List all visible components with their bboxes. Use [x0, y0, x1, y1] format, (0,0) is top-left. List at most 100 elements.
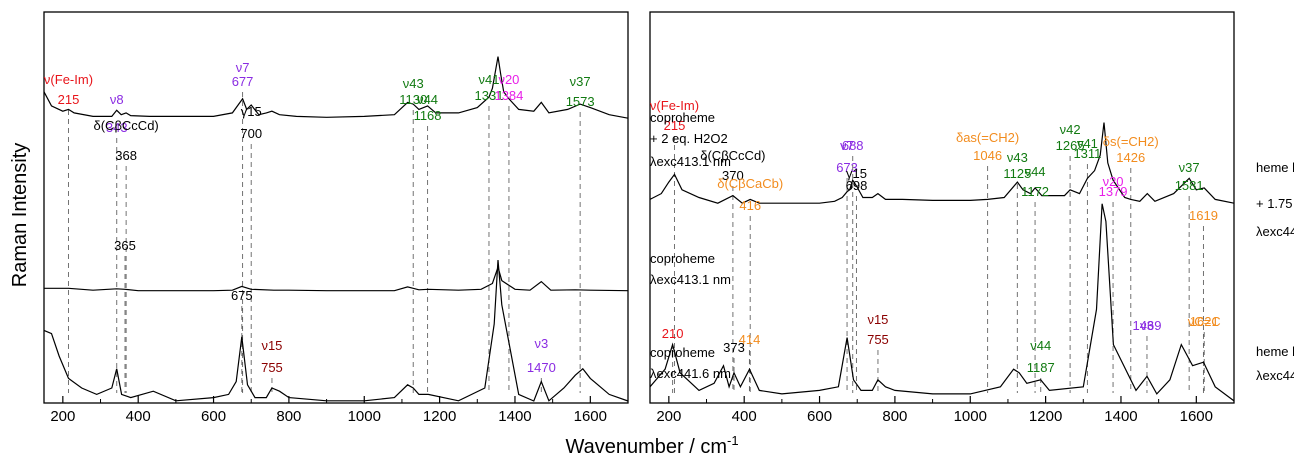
- x-tick-label: 1000: [954, 408, 987, 425]
- plot-frame: [649, 11, 1235, 404]
- peak-annotation-value: 700: [240, 126, 262, 141]
- peak-annotation-value: 1046: [973, 148, 1002, 163]
- series-label: + 2 eq. H2O2: [650, 131, 728, 146]
- peak-annotation-value: 1311: [1073, 146, 1101, 161]
- series-label: heme b: [1256, 344, 1294, 359]
- peak-annotation-name: ν20: [1103, 174, 1124, 189]
- x-tick-label: 1600: [574, 408, 607, 425]
- peak-annotation-value: 215: [664, 118, 686, 133]
- peak-annotation-name: ν41: [478, 72, 499, 87]
- peak-annotation-value: 373: [723, 340, 745, 355]
- peak-annotation-value: 1581: [1175, 178, 1204, 193]
- peak-annotation-value: 1573: [566, 94, 595, 109]
- spectrum-line: [649, 203, 1235, 402]
- peak-annotation-value: 1130: [399, 92, 427, 107]
- peak-annotation-value: 1172: [1021, 184, 1049, 199]
- series-label: + 1.75 eq.H2O2: [1256, 196, 1294, 211]
- y-axis-label: Raman Intensity: [9, 143, 31, 288]
- peak-annotation-name: δas(=CH2): [956, 130, 1019, 145]
- peak-annotation-value: 1384: [494, 88, 523, 103]
- spectrum-line: [43, 56, 629, 119]
- peak-annotation-name: ν43: [403, 76, 424, 91]
- x-tick-label: 1400: [1104, 408, 1137, 425]
- peak-annotation-value: 1379: [1099, 184, 1128, 199]
- x-tick-label: 200: [50, 408, 75, 425]
- series-label: coproheme: [650, 110, 715, 125]
- peak-annotation-name: ν43: [1007, 150, 1028, 165]
- series-label: λexc413.1 nm: [650, 272, 731, 287]
- peak-annotation-value: 365: [114, 238, 136, 253]
- peak-annotation-name: ν41: [1077, 136, 1098, 151]
- x-tick-label: 1000: [348, 408, 381, 425]
- x-tick-label: 1200: [1029, 408, 1062, 425]
- peak-annotation-name: ν3: [1140, 318, 1154, 333]
- peak-annotation-value: 1331: [475, 88, 504, 103]
- peak-annotation-name: ν(Fe-Im): [650, 98, 699, 113]
- peak-annotation-name: ν44: [1030, 338, 1051, 353]
- peak-annotation-name: ν3: [534, 336, 548, 351]
- panel-left: 200 400 600 800 1000 1200 1400 1600 ν(Fe-Im) 215 ν…: [43, 11, 629, 425]
- peak-annotation-name: δs(=CH2): [1103, 134, 1159, 149]
- peak-annotation-name: δ(CβCcCd): [700, 148, 765, 163]
- peak-annotation-name: ν(Fe-Im): [44, 72, 93, 87]
- peak-annotation-name: ν7: [840, 138, 854, 153]
- series-label: coproheme: [650, 251, 715, 266]
- x-tick-label: 600: [201, 408, 226, 425]
- peak-annotation-name: ν44: [1025, 164, 1046, 179]
- peak-annotation-value: 1469: [1133, 318, 1162, 333]
- series-label: λexc441.6 nm: [1256, 224, 1294, 239]
- series-label: coproheme: [650, 345, 715, 360]
- peak-annotation-value: 1265: [1056, 138, 1085, 153]
- peak-annotation-name: ν15: [261, 338, 282, 353]
- peak-annotation-value: 1619: [1189, 208, 1218, 223]
- peak-annotation-name: ν15: [867, 312, 888, 327]
- peak-annotation-value: 1621: [1190, 314, 1219, 329]
- x-tick-label: 1600: [1180, 408, 1213, 425]
- panel-right: 200 400 600 800 1000 1200 1400 1600 ν(Fe-Im) 215 δ…: [649, 11, 1235, 425]
- x-tick-label: 1200: [423, 408, 456, 425]
- peak-annotation-name: ν7: [236, 60, 250, 75]
- peak-annotation-value: 370: [722, 168, 744, 183]
- series-label: λexc441.6 nm: [1256, 368, 1294, 383]
- peak-annotation-value: 210: [662, 326, 684, 341]
- x-tick-label: 800: [276, 408, 301, 425]
- peak-annotation-name: ν42: [1060, 122, 1081, 137]
- peak-annotation-name: δ(CβCcCd): [93, 118, 158, 133]
- peak-annotation-name: γ15: [846, 166, 867, 181]
- peak-annotation-name: γ15: [241, 104, 262, 119]
- peak-annotation-value: 698: [846, 178, 868, 193]
- x-tick-label: 400: [126, 408, 151, 425]
- peak-annotation-value: 343: [106, 120, 128, 135]
- peak-annotation-name: δ(CβCaCb): [717, 176, 783, 191]
- peak-annotation-name: ν20: [498, 72, 519, 87]
- x-axis-label-sup: -1: [727, 433, 739, 448]
- x-tick-label: 200: [656, 408, 681, 425]
- peak-annotation-value: 1470: [527, 360, 556, 375]
- peak-annotation-name: ν37: [570, 74, 591, 89]
- peak-annotation-value: 414: [739, 332, 761, 347]
- peak-annotation-value: 755: [867, 332, 889, 347]
- peak-annotation-name: ν44: [417, 92, 438, 107]
- peak-annotation-name: ν37: [1179, 160, 1200, 175]
- x-tick-label: 800: [882, 408, 907, 425]
- peak-annotation-value: 675: [231, 288, 253, 303]
- series-label: heme b: [1256, 160, 1294, 175]
- peak-annotation-value: 368: [115, 148, 137, 163]
- peak-annotation-value: 688: [842, 138, 864, 153]
- peak-annotation-name: νC=C: [1188, 314, 1221, 329]
- x-tick-label: 600: [807, 408, 832, 425]
- x-axis-label: Wavenumber / cm-1: [565, 433, 738, 458]
- peak-annotation-value: 673: [836, 160, 858, 175]
- x-axis-label-text: Wavenumber / cm: [565, 436, 727, 458]
- peak-annotation-value: 677: [232, 74, 254, 89]
- spectrum-line: [43, 259, 629, 402]
- x-tick-label: 400: [732, 408, 757, 425]
- peak-annotation-value: 215: [58, 92, 80, 107]
- peak-annotation-value: 1426: [1116, 150, 1145, 165]
- peak-annotation-value: 1125: [1003, 166, 1031, 181]
- peak-annotation-name: ν8: [110, 92, 124, 107]
- series-label: λexc413.1 nm: [650, 154, 731, 169]
- peak-annotation-value: 1187: [1027, 360, 1055, 375]
- series-label: λexc441.6 nm: [650, 366, 731, 381]
